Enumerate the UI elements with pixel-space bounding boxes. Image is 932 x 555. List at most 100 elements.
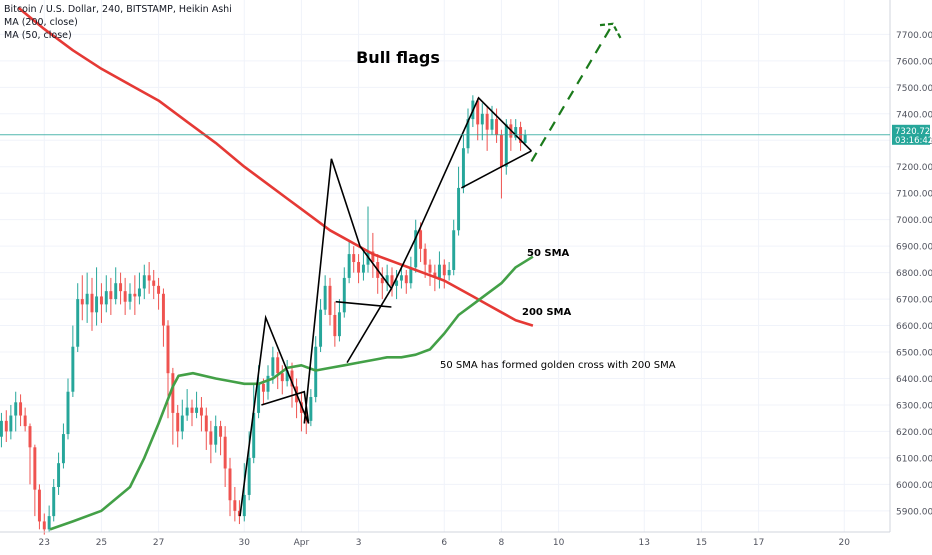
candle-body <box>242 494 246 517</box>
candle-body <box>490 119 494 130</box>
y-tick-label: 5900.00 <box>896 507 932 517</box>
y-tick-label: 6000.00 <box>896 481 932 491</box>
candle-body <box>357 262 361 273</box>
candle <box>237 500 241 525</box>
forecast-arrowhead <box>599 22 623 41</box>
candle-body <box>485 113 489 130</box>
candle <box>499 129 503 199</box>
candle-body <box>9 415 13 432</box>
candle-body <box>390 275 394 286</box>
candle <box>233 487 237 522</box>
annotations: Bull flags 50 SMA 200 SMA 50 SMA has for… <box>356 48 676 371</box>
candle <box>161 288 165 347</box>
candle <box>4 410 8 443</box>
candle <box>199 397 203 432</box>
x-tick-label: 30 <box>239 538 251 548</box>
bull-flag-2 <box>303 158 393 424</box>
candle <box>157 277 161 310</box>
candle-body <box>171 373 175 413</box>
indicator-ma50[interactable]: MA (50, close) <box>4 30 72 41</box>
candle <box>123 277 127 315</box>
candle <box>323 275 327 315</box>
candle-body <box>352 254 356 263</box>
candle <box>485 105 489 151</box>
candle-body <box>23 415 27 427</box>
candle <box>71 325 75 398</box>
candle-body <box>237 510 241 517</box>
candle-body <box>190 407 194 413</box>
candle <box>76 283 80 353</box>
candle <box>0 412 3 448</box>
candle-body <box>214 426 218 445</box>
candle-body <box>223 436 227 469</box>
candle <box>242 463 246 522</box>
candle-body <box>314 346 318 398</box>
x-tick-label: Apr <box>294 538 310 548</box>
candle-body <box>252 412 256 458</box>
candle-body <box>71 346 75 392</box>
candle <box>57 452 61 495</box>
chart-legend: Bitcoin / U.S. Dollar, 240, BITSTAMP, He… <box>4 3 232 42</box>
candle <box>495 108 499 143</box>
candle <box>390 267 394 297</box>
candle <box>328 277 332 326</box>
candle <box>52 479 56 522</box>
candle-body <box>66 391 70 435</box>
candle <box>428 259 432 286</box>
candle <box>419 222 423 263</box>
candle-body <box>137 288 141 297</box>
candle-body <box>514 127 518 138</box>
candle-body <box>476 100 480 125</box>
candle <box>114 267 118 305</box>
candle-body <box>176 412 180 432</box>
candle-body <box>290 370 294 387</box>
candle-body <box>347 254 351 278</box>
candle-body <box>371 251 375 263</box>
symbol-title[interactable]: Bitcoin / U.S. Dollar, 240, BITSTAMP, He… <box>4 4 232 15</box>
y-tick-label: 6200.00 <box>896 428 932 438</box>
candle-body <box>419 230 423 249</box>
candle <box>285 359 289 387</box>
candle-body <box>466 119 470 149</box>
label-50-sma: 50 SMA <box>527 248 570 259</box>
candle-body <box>128 293 132 302</box>
candle <box>337 299 341 342</box>
candle-body <box>57 463 61 488</box>
y-tick-label: 7200.00 <box>896 163 932 173</box>
y-tick-label: 6800.00 <box>896 269 932 279</box>
candle-body <box>76 299 80 347</box>
candle-body <box>361 264 365 273</box>
candle <box>95 267 99 326</box>
candle-body <box>47 516 51 530</box>
candle <box>457 166 461 236</box>
candle-body <box>437 264 441 278</box>
candle <box>385 264 389 292</box>
candle <box>309 389 313 427</box>
candle <box>195 391 199 419</box>
candle-body <box>285 370 289 382</box>
candle-body <box>180 415 184 432</box>
candle-body <box>133 293 137 297</box>
bull-flag-1 <box>239 314 310 517</box>
candle-body <box>380 277 384 284</box>
y-tick-label: 6400.00 <box>896 375 932 385</box>
moving-averages <box>17 6 534 531</box>
label-200-sma: 200 SMA <box>522 307 572 318</box>
candle <box>47 505 51 532</box>
candle <box>514 119 518 141</box>
candle <box>133 275 137 315</box>
x-tick-label: 6 <box>441 538 447 548</box>
candle <box>152 269 156 300</box>
candle-body <box>119 283 123 292</box>
golden-cross-note: 50 SMA has formed golden cross with 200 … <box>440 360 676 371</box>
candle-body <box>233 500 237 511</box>
candle <box>461 134 465 194</box>
y-tick-label: 7100.00 <box>896 190 932 200</box>
candle <box>276 352 280 390</box>
candle-body <box>185 407 189 416</box>
y-tick-label: 6300.00 <box>896 401 932 411</box>
indicator-ma200[interactable]: MA (200, close) <box>4 17 78 28</box>
